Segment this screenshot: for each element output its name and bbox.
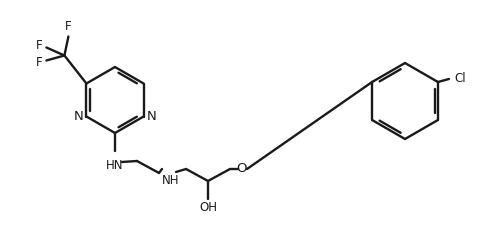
Text: F: F	[36, 39, 43, 52]
Text: HN: HN	[106, 159, 124, 172]
Text: N: N	[74, 110, 83, 123]
Text: O: O	[236, 162, 247, 176]
Text: OH: OH	[198, 201, 216, 214]
Text: F: F	[36, 56, 43, 69]
Text: Cl: Cl	[453, 73, 464, 85]
Text: F: F	[65, 19, 72, 33]
Text: NH: NH	[162, 174, 179, 187]
Text: N: N	[146, 110, 156, 123]
